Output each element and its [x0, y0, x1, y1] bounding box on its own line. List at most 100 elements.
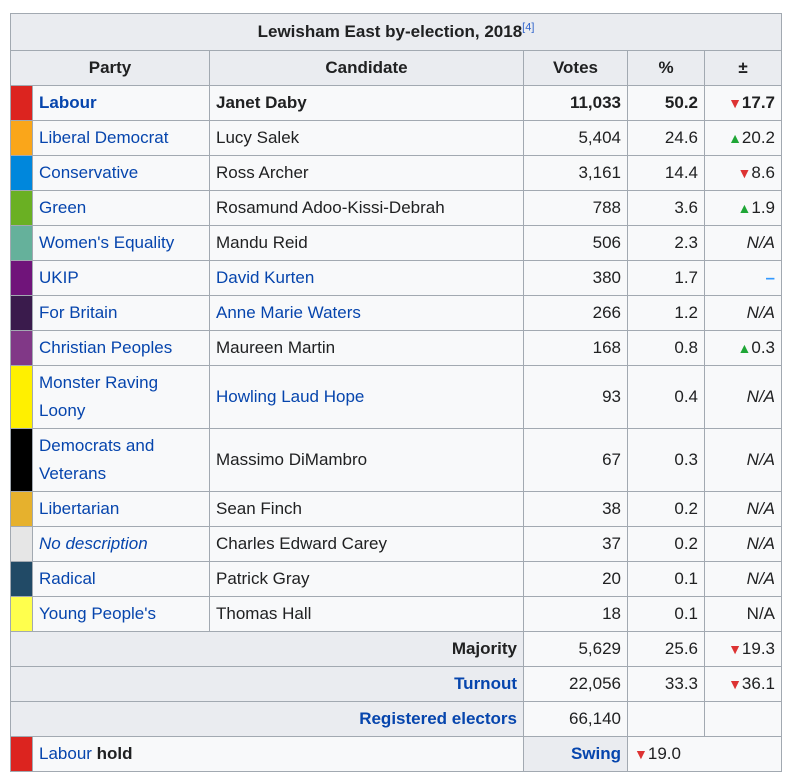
- percent-cell: 0.2: [627, 526, 705, 562]
- candidate-link[interactable]: Howling Laud Hope: [216, 387, 365, 406]
- change-cell: ▲1.9: [703, 190, 783, 226]
- turnout-votes: 22,056: [523, 666, 628, 702]
- party-link[interactable]: Women's Equality: [39, 233, 175, 252]
- table-row: For Britain Anne Marie Waters 266 1.2 N/A: [10, 295, 783, 331]
- party-cell: For Britain: [32, 295, 210, 331]
- candidate-cell: Sean Finch: [209, 491, 524, 527]
- header-percent: %: [627, 50, 705, 86]
- hold-party-link[interactable]: Labour: [39, 744, 92, 763]
- percent-cell: 0.4: [627, 365, 705, 429]
- change-value: 17.7: [741, 93, 776, 112]
- candidate-link[interactable]: David Kurten: [216, 268, 315, 287]
- change-value: N/A: [746, 303, 776, 322]
- candidate-cell: Charles Edward Carey: [209, 526, 524, 562]
- votes-cell: 38: [523, 491, 628, 527]
- party-color-swatch: [10, 526, 33, 562]
- change-value: 20.2: [741, 128, 776, 147]
- table-row: UKIP David Kurten 380 1.7 –: [10, 260, 783, 296]
- change-cell: N/A: [703, 365, 783, 429]
- candidate-cell: Anne Marie Waters: [209, 295, 524, 331]
- table-row: Liberal Democrat Lucy Salek 5,404 24.6 ▲20.2: [10, 120, 783, 156]
- percent-cell: 50.2: [627, 85, 705, 121]
- votes-cell: 380: [523, 260, 628, 296]
- majority-change-value: 19.3: [741, 639, 776, 658]
- turnout-link[interactable]: Turnout: [10, 666, 524, 702]
- candidate-name: Ross Archer: [216, 163, 309, 182]
- party-link[interactable]: Young People's: [39, 604, 156, 623]
- increase-icon: ▲: [737, 340, 752, 356]
- votes-cell: 37: [523, 526, 628, 562]
- party-link[interactable]: Democrats and Veterans: [39, 436, 155, 483]
- swing-value: 19.0: [647, 744, 681, 763]
- change-cell: ▼8.6: [703, 155, 783, 191]
- change-value: 1.9: [751, 198, 776, 217]
- change-cell: N/A: [703, 295, 783, 331]
- change-cell: N/A: [703, 225, 783, 261]
- table-row: Radical Patrick Gray 20 0.1 N/A: [10, 561, 783, 597]
- decrease-icon: ▼: [728, 95, 742, 111]
- votes-cell: 3,161: [523, 155, 628, 191]
- votes-cell: 788: [523, 190, 628, 226]
- turnout-percent: 33.3: [627, 666, 705, 702]
- party-cell: Women's Equality: [32, 225, 210, 261]
- party-link[interactable]: Liberal Democrat: [39, 128, 169, 147]
- percent-cell: 3.6: [627, 190, 705, 226]
- candidate-cell: Ross Archer: [209, 155, 524, 191]
- majority-percent: 25.6: [627, 631, 705, 667]
- change-value: N/A: [746, 569, 776, 588]
- party-color-swatch: [10, 428, 33, 492]
- table-row: Young People's Thomas Hall 18 0.1 N/A: [10, 596, 783, 632]
- party-link[interactable]: Labour: [39, 93, 97, 112]
- candidate-cell: Howling Laud Hope: [209, 365, 524, 429]
- header-change: ±: [703, 50, 783, 86]
- party-link[interactable]: Green: [39, 198, 87, 217]
- candidate-name: Patrick Gray: [216, 569, 310, 588]
- election-results-table: Lewisham East by-election, 2018[4] Party…: [9, 13, 783, 772]
- candidate-cell: Maureen Martin: [209, 330, 524, 366]
- party-link[interactable]: No description: [39, 534, 148, 553]
- citation-link[interactable]: [4]: [522, 21, 535, 34]
- party-link[interactable]: Radical: [39, 569, 96, 588]
- summary-body: Majority 5,629 25.6 ▼19.3 Turnout 22,056…: [10, 631, 783, 772]
- party-link[interactable]: Christian Peoples: [39, 338, 173, 357]
- percent-cell: 1.7: [627, 260, 705, 296]
- party-cell: Monster Raving Loony: [32, 365, 210, 429]
- swing-link[interactable]: Swing: [523, 736, 628, 772]
- party-color-swatch: [10, 365, 33, 429]
- party-link[interactable]: Libertarian: [39, 499, 120, 518]
- candidate-link[interactable]: Anne Marie Waters: [216, 303, 361, 322]
- candidate-name: Maureen Martin: [216, 338, 336, 357]
- table-row: Christian Peoples Maureen Martin 168 0.8 ▲0.…: [10, 330, 783, 366]
- votes-cell: 93: [523, 365, 628, 429]
- votes-cell: 20: [523, 561, 628, 597]
- table-row: Democrats and Veterans Massimo DiMambro 67…: [10, 428, 783, 492]
- turnout-row: Turnout 22,056 33.3 ▼36.1: [10, 666, 783, 702]
- header-candidate: Candidate: [209, 50, 524, 86]
- party-link[interactable]: Conservative: [39, 163, 139, 182]
- party-color-swatch: [10, 295, 33, 331]
- party-color-swatch: [10, 155, 33, 191]
- votes-cell: 11,033: [523, 85, 628, 121]
- party-cell: No description: [32, 526, 210, 562]
- turnout-change-value: 36.1: [741, 674, 776, 693]
- results-body: Labour Janet Daby 11,033 50.2 ▼17.7 Liberal D…: [10, 85, 783, 632]
- party-link[interactable]: Monster Raving Loony: [39, 373, 159, 420]
- candidate-cell: Thomas Hall: [209, 596, 524, 632]
- percent-cell: 24.6: [627, 120, 705, 156]
- votes-cell: 5,404: [523, 120, 628, 156]
- hold-cell: Labour hold: [32, 736, 524, 772]
- percent-cell: 0.1: [627, 561, 705, 597]
- party-link[interactable]: For Britain: [39, 303, 118, 322]
- votes-cell: 18: [523, 596, 628, 632]
- party-link[interactable]: UKIP: [39, 268, 79, 287]
- votes-cell: 168: [523, 330, 628, 366]
- candidate-cell: Janet Daby: [209, 85, 524, 121]
- registered-electors-link[interactable]: Registered electors: [10, 701, 524, 737]
- header-party: Party: [10, 50, 210, 86]
- increase-icon: ▲: [728, 130, 742, 146]
- party-cell: Young People's: [32, 596, 210, 632]
- change-value: N/A: [746, 604, 776, 623]
- registered-percent-empty: [627, 701, 705, 737]
- change-cell: N/A: [703, 526, 783, 562]
- party-color-swatch: [10, 85, 33, 121]
